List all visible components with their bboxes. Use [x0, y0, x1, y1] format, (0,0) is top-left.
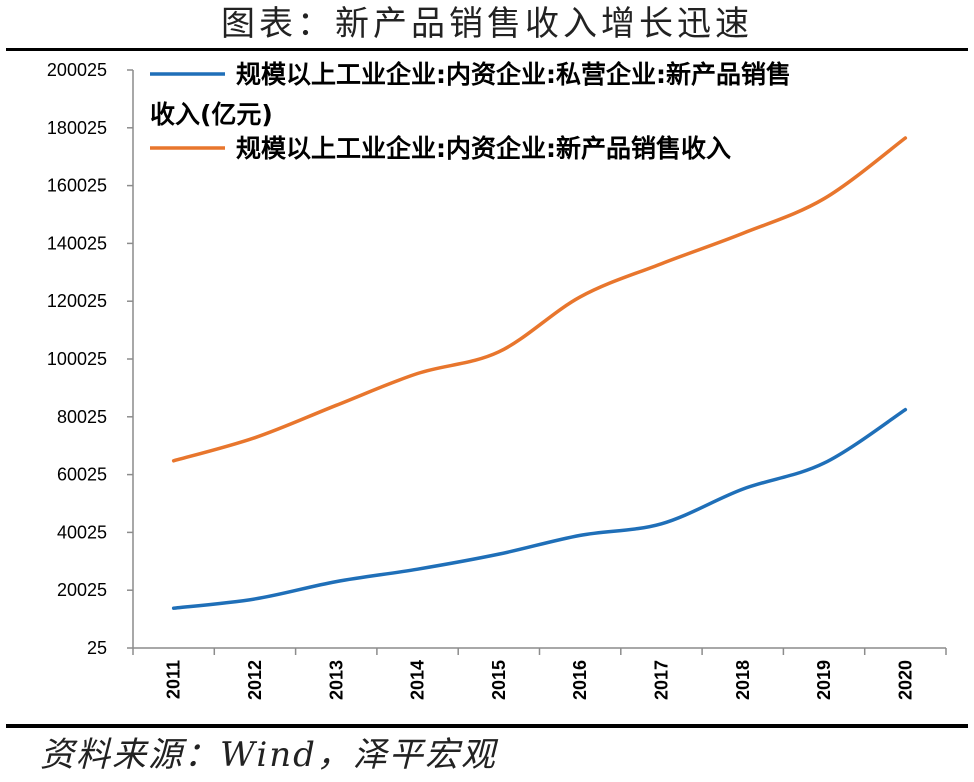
x-tick-label: 2017 — [651, 660, 671, 700]
x-tick-label: 2018 — [733, 660, 753, 700]
series-lines — [171, 136, 908, 610]
series-line-2 — [171, 136, 908, 463]
x-tick-label: 2014 — [408, 660, 428, 700]
legend-label-1-cont: 收入(亿元) — [150, 100, 273, 129]
x-tick-label: 2015 — [489, 660, 509, 700]
y-tick-label: 25 — [87, 638, 107, 658]
y-tick-label: 60025 — [57, 465, 107, 485]
x-tick-label: 2020 — [895, 660, 915, 700]
y-tick-label: 180025 — [47, 118, 107, 138]
y-tick-label: 140025 — [47, 233, 107, 253]
x-tick-label: 2012 — [245, 660, 265, 700]
source-note: 资料来源：Wind，泽平宏观 — [40, 735, 497, 775]
y-tick-label: 80025 — [57, 407, 107, 427]
x-tick-label: 2011 — [164, 660, 184, 699]
y-tick-label: 100025 — [47, 349, 107, 369]
y-tick-label: 20025 — [57, 580, 107, 600]
y-tick-label: 160025 — [47, 176, 107, 196]
y-tick-label: 200025 — [47, 60, 107, 80]
x-tick-label: 2013 — [326, 660, 346, 700]
y-axis-ticks: 200025 180025 160025 140025 120025 100025 8002… — [47, 60, 133, 658]
x-tick-label: 2016 — [570, 660, 590, 700]
x-axis-ticks: 2011 2012 2013 2014 2015 2016 2017 2018 2019 2020 — [132, 648, 947, 700]
legend-label-2: 规模以上工业企业:内资企业:新产品销售收入 — [236, 134, 731, 163]
y-tick-label: 120025 — [47, 291, 107, 311]
bottom-rule — [6, 724, 968, 728]
top-rule — [6, 48, 968, 51]
series-line-1 — [171, 407, 908, 610]
y-tick-label: 40025 — [57, 522, 107, 542]
chart-title: 图表：新产品销售收入增长迅速 — [221, 4, 753, 44]
legend-label-1: 规模以上工业企业:内资企业:私营企业:新产品销售 — [236, 60, 791, 89]
x-tick-label: 2019 — [814, 660, 834, 700]
legend: 规模以上工业企业:内资企业:私营企业:新产品销售收入(亿元) 规模以上工业企业:内… — [150, 60, 791, 163]
